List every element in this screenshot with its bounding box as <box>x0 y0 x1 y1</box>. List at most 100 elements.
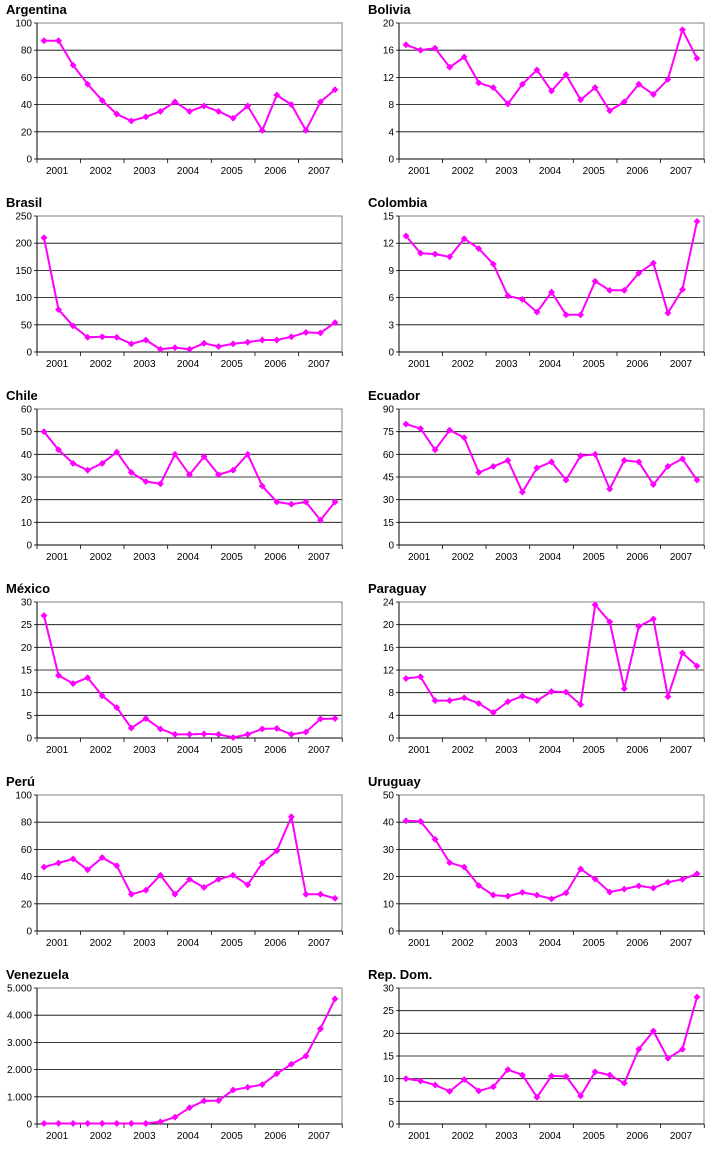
data-point <box>258 725 266 733</box>
data-point <box>577 311 585 319</box>
data-point <box>127 1119 135 1128</box>
x-tick-label: 2003 <box>133 745 156 756</box>
data-point <box>693 217 701 225</box>
data-point <box>635 458 643 466</box>
data-point <box>287 101 295 109</box>
y-tick-label: 4.000 <box>7 1011 32 1022</box>
x-tick-label: 2003 <box>133 552 156 563</box>
data-point <box>200 1097 208 1105</box>
data-point <box>331 86 339 94</box>
data-point <box>402 41 410 49</box>
x-tick-label: 2007 <box>670 1131 693 1142</box>
data-point <box>331 714 339 723</box>
data-point <box>547 687 556 696</box>
data-point <box>113 862 121 870</box>
data-point <box>562 71 570 79</box>
data-point <box>142 477 150 486</box>
data-point <box>431 250 439 258</box>
data-point <box>40 612 48 620</box>
data-point <box>562 476 570 484</box>
chart-panel: Paraguay 0 4 8 12 16 20 24 2001 2002 2003 2004 2005 2… <box>362 579 719 773</box>
y-tick-label: 20 <box>21 643 33 654</box>
data-point <box>416 249 425 257</box>
x-tick-label: 2002 <box>452 938 475 949</box>
data-point <box>244 1083 252 1091</box>
x-tick-label: 2001 <box>408 166 431 177</box>
chart-panel: México 0 5 10 15 20 25 30 2001 2002 2003 2004 2005 20… <box>0 579 360 773</box>
y-tick-label: 60 <box>383 450 395 461</box>
data-point <box>446 253 454 261</box>
data-point <box>693 54 701 62</box>
y-tick-label: 80 <box>21 46 33 57</box>
chart-title: Uruguay <box>368 774 421 789</box>
data-point <box>316 329 325 337</box>
data-point <box>54 859 63 867</box>
y-tick-label: 40 <box>21 450 33 461</box>
data-point <box>431 697 439 705</box>
data-point <box>316 715 325 723</box>
y-tick-label: 60 <box>21 73 33 84</box>
x-tick-label: 2007 <box>308 166 331 177</box>
y-tick-label: 200 <box>15 239 32 250</box>
data-point <box>620 1079 628 1087</box>
data-point <box>504 100 512 108</box>
x-tick-label: 2002 <box>90 166 113 177</box>
data-point <box>402 1075 410 1083</box>
y-tick-label: 25 <box>383 1006 395 1017</box>
data-point <box>142 1119 150 1128</box>
x-tick-label: 2007 <box>670 166 693 177</box>
data-point <box>649 1027 657 1035</box>
data-point <box>649 615 657 623</box>
chart-title: Bolivia <box>368 2 411 17</box>
x-tick-label: 2006 <box>626 166 649 177</box>
data-point <box>620 98 628 106</box>
y-tick-label: 5.000 <box>7 984 32 995</box>
data-point <box>98 96 106 105</box>
data-point <box>649 90 657 98</box>
data-point <box>331 319 339 327</box>
chart-svg: 0 4 8 12 16 20 2001 2002 2003 2004 2005 2006 2007 <box>383 19 705 177</box>
data-point <box>416 1077 425 1085</box>
data-point <box>54 37 63 45</box>
data-point <box>127 340 135 348</box>
y-tick-label: 30 <box>383 845 395 856</box>
data-point <box>171 1113 179 1121</box>
data-point <box>591 450 599 458</box>
data-point <box>54 1119 63 1128</box>
data-point <box>416 673 425 681</box>
data-point <box>98 459 106 467</box>
x-tick-label: 2007 <box>670 938 693 949</box>
y-tick-label: 10 <box>383 1074 395 1085</box>
y-tick-label: 20 <box>383 19 395 30</box>
x-tick-label: 2005 <box>221 745 244 756</box>
data-point <box>460 434 468 442</box>
data-point <box>200 730 208 738</box>
y-tick-label: 0 <box>388 927 394 938</box>
x-tick-label: 2007 <box>308 745 331 756</box>
x-tick-label: 2006 <box>264 938 287 949</box>
x-tick-label: 2006 <box>626 359 649 370</box>
y-tick-label: 20 <box>383 620 395 631</box>
data-point <box>475 1087 483 1095</box>
data-point <box>287 500 295 508</box>
y-tick-label: 30 <box>21 598 33 609</box>
y-tick-label: 20 <box>21 127 33 138</box>
data-point <box>171 344 179 352</box>
data-point <box>156 725 164 733</box>
chart-panel: Perú 0 20 40 60 80 100 2001 2002 2003 2004 2005 2006… <box>0 772 360 966</box>
data-point <box>518 888 526 896</box>
x-tick-label: 2002 <box>90 938 113 949</box>
data-point <box>229 1086 237 1094</box>
x-tick-label: 2001 <box>408 745 431 756</box>
data-point <box>606 888 614 896</box>
y-tick-label: 0 <box>26 348 32 359</box>
y-tick-label: 150 <box>15 266 32 277</box>
chart-svg: 0 20 40 60 80 100 2001 2002 2003 2004 2005 2006 2007 <box>15 791 343 949</box>
x-tick-label: 2004 <box>539 166 562 177</box>
x-tick-label: 2001 <box>46 745 69 756</box>
x-tick-label: 2003 <box>495 1131 518 1142</box>
x-tick-label: 2002 <box>90 745 113 756</box>
data-point <box>693 662 701 670</box>
data-point <box>40 428 48 436</box>
x-tick-label: 2005 <box>221 552 244 563</box>
